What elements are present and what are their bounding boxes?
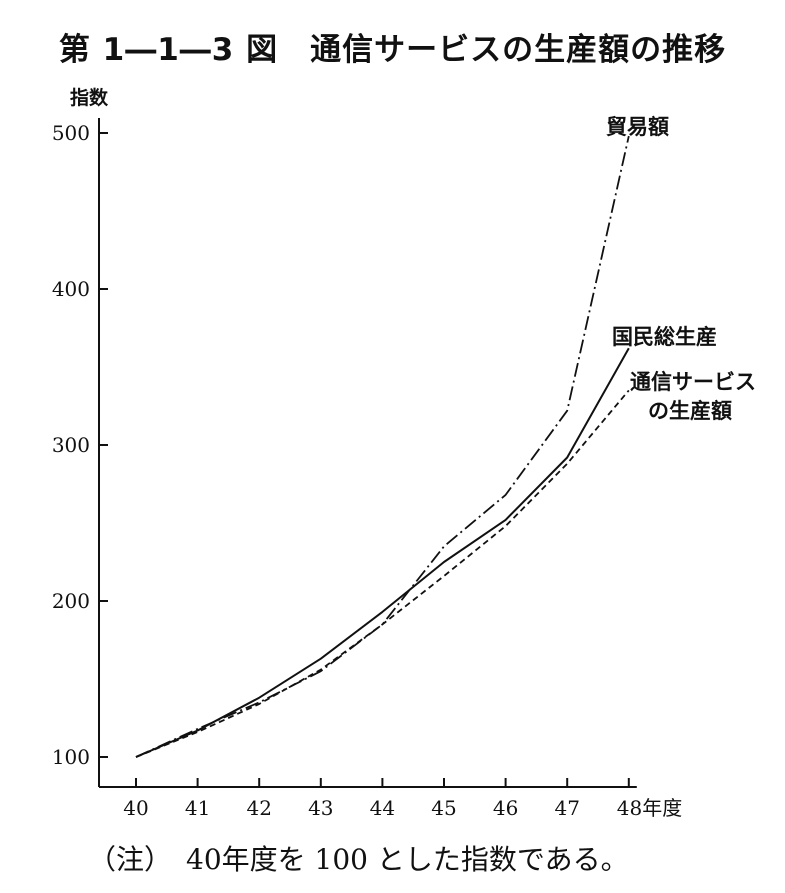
x-tick-label: 48年度: [617, 796, 682, 820]
series-lines: [135, 135, 630, 758]
y-tick-label: 200: [52, 589, 90, 613]
y-axis-label: 指数: [70, 86, 109, 109]
series-label: 国民総生産: [612, 325, 717, 349]
series-line-1: [135, 347, 630, 758]
x-tick-label: 40: [123, 796, 148, 820]
x-tick-label: 44: [370, 796, 395, 820]
y-tick-label: 300: [52, 433, 90, 457]
series-label: 貿易額: [606, 115, 669, 139]
x-tick-label: 43: [308, 796, 333, 820]
x-ticks: 40 41 42 43 44 45 46 47 48年度: [123, 778, 682, 820]
x-tick-label: 47: [554, 796, 579, 820]
footnote: （注） 40年度を 100 とした指数である。: [88, 843, 629, 876]
x-tick-label: 42: [246, 796, 271, 820]
x-tick-label: 45: [431, 796, 456, 820]
series-line-2: [135, 389, 630, 758]
series-label: の生産額: [648, 399, 732, 423]
x-tick-label: 41: [185, 796, 210, 820]
chart-title: 第 1―1―3 図 通信サービスの生産額の推移: [58, 32, 727, 68]
y-ticks: 100 200 300 400 500: [52, 121, 108, 769]
y-tick-label: 100: [52, 745, 90, 769]
axes: 指数: [70, 86, 637, 788]
y-tick-label: 500: [52, 121, 90, 145]
series-label: 通信サービス: [630, 370, 756, 394]
x-tick-label: 46: [493, 796, 518, 820]
series-line-0: [135, 135, 630, 758]
y-tick-label: 400: [52, 277, 90, 301]
